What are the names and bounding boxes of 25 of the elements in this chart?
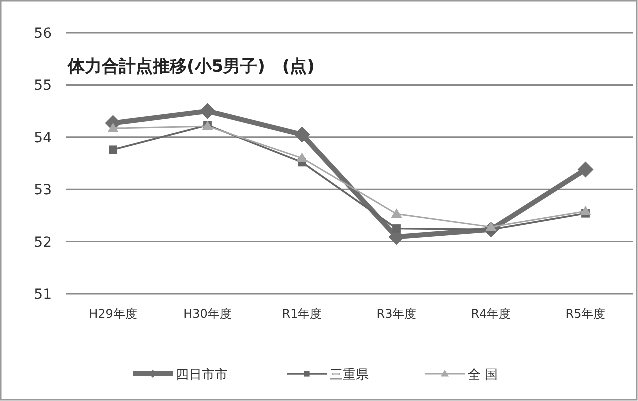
- point: [108, 123, 119, 132]
- x-tick-label: H30年度: [184, 307, 232, 321]
- legend-label: 三重県: [330, 368, 369, 383]
- y-tick-label: 55: [34, 78, 52, 94]
- x-tick-label: R1年度: [282, 307, 322, 321]
- point: [580, 206, 592, 216]
- y-tick-label: 53: [34, 182, 52, 199]
- y-tick-label: 51: [34, 287, 52, 303]
- point: [109, 146, 118, 154]
- legend-label: 四日市市: [176, 368, 228, 383]
- point: [392, 224, 401, 233]
- legend-label: 全 国: [468, 368, 498, 383]
- point: [578, 162, 594, 178]
- point: [391, 208, 402, 218]
- y-tick-label: 56: [34, 26, 52, 42]
- point: [296, 152, 308, 162]
- point: [200, 103, 216, 120]
- x-tick-label: H29年度: [89, 307, 138, 321]
- x-tick-label: R4年度: [471, 307, 512, 321]
- text: 体力合計点推移(小5男子) (点): [67, 57, 315, 77]
- y-tick-label: 52: [34, 234, 52, 251]
- x-tick-label: R5年度: [566, 307, 606, 321]
- point: [294, 126, 310, 143]
- y-tick-label: 54: [34, 130, 52, 146]
- x-tick-label: R3年度: [376, 307, 417, 321]
